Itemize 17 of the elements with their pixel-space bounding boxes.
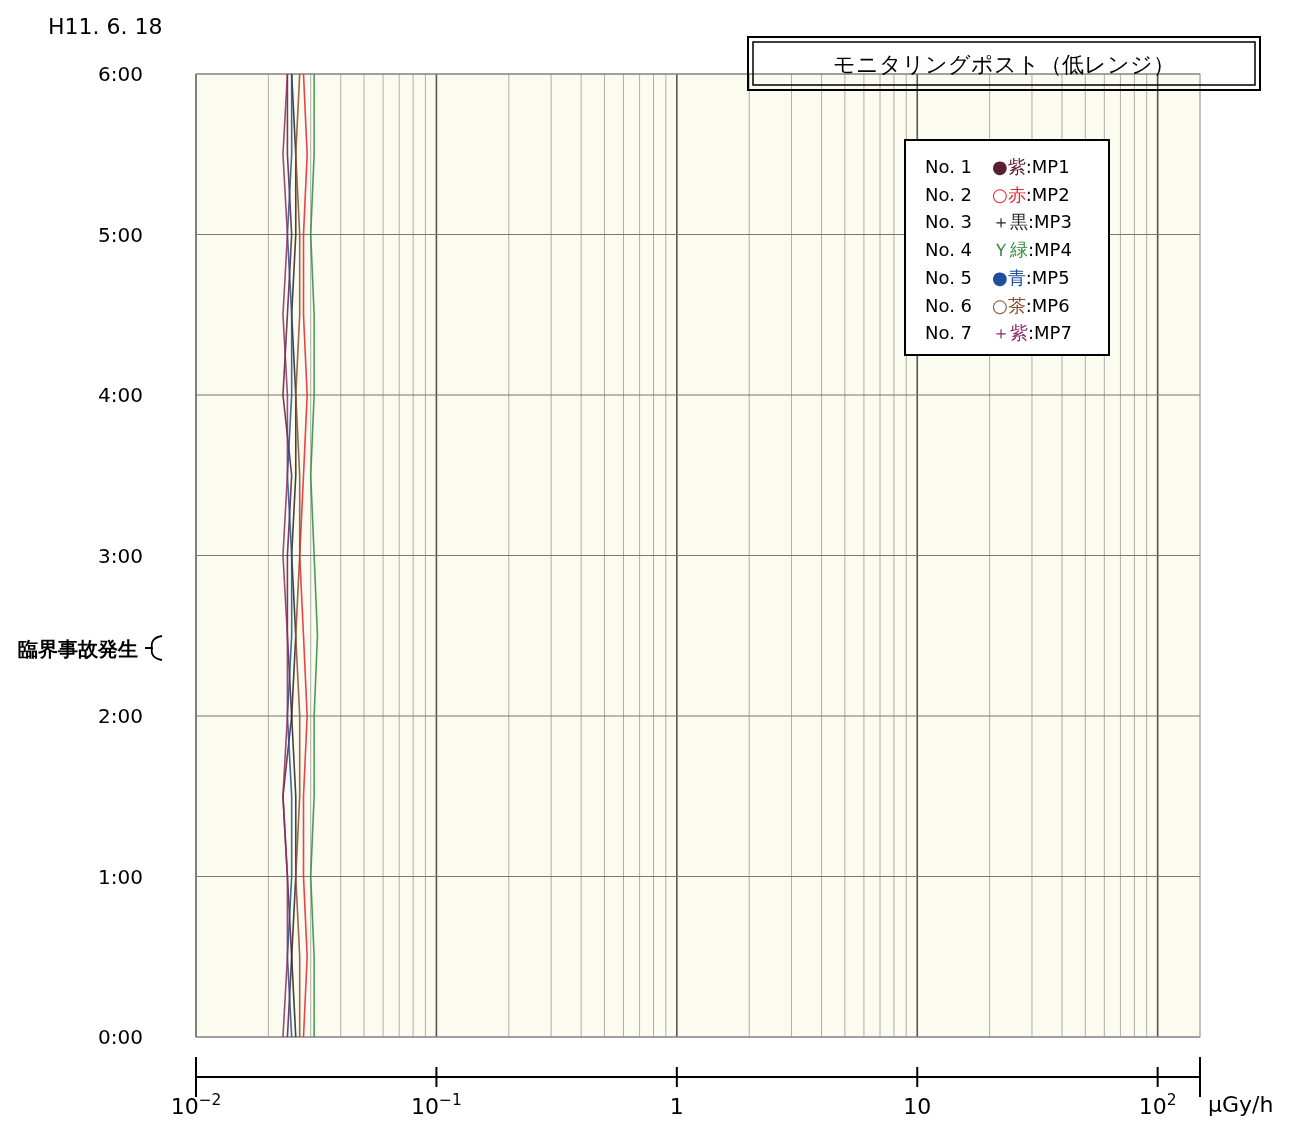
y-tick-label: 5:00	[98, 222, 143, 247]
y-tick-label: 6:00	[98, 62, 143, 86]
x-tick-label: 10$^{2}$	[1138, 1091, 1177, 1119]
x-axis-title: μGy/h	[1208, 1092, 1274, 1117]
x-tick-label: 1	[669, 1094, 684, 1119]
y-tick-label: 0:00	[98, 1025, 143, 1049]
x-tick-label: 10	[903, 1094, 932, 1119]
y-tick-label: 4:00	[98, 383, 143, 407]
text: H11. 6. 18	[48, 14, 163, 39]
x-tick-label: 10$^{−2}$	[170, 1091, 222, 1119]
text: 臨界事故発生	[18, 637, 138, 661]
y-tick-label: 1:00	[98, 864, 143, 889]
chart-title: モニタリングポスト（低レンジ）	[833, 52, 1175, 77]
y-tick-label: 2:00	[98, 704, 143, 728]
y-tick-label: 3:00	[98, 543, 143, 568]
x-tick-label: 10$^{−1}$	[411, 1091, 462, 1119]
legend: No. 1 ●紫:MP1 No. 2 ○赤:MP2 No. 3 ＋黒:MP3 No. 4 Ｙ緑:MP4 No. 5 ●青:MP5 No. 6 ○茶:MP6 No. 7 ＋紫:MP7	[904, 139, 1110, 356]
